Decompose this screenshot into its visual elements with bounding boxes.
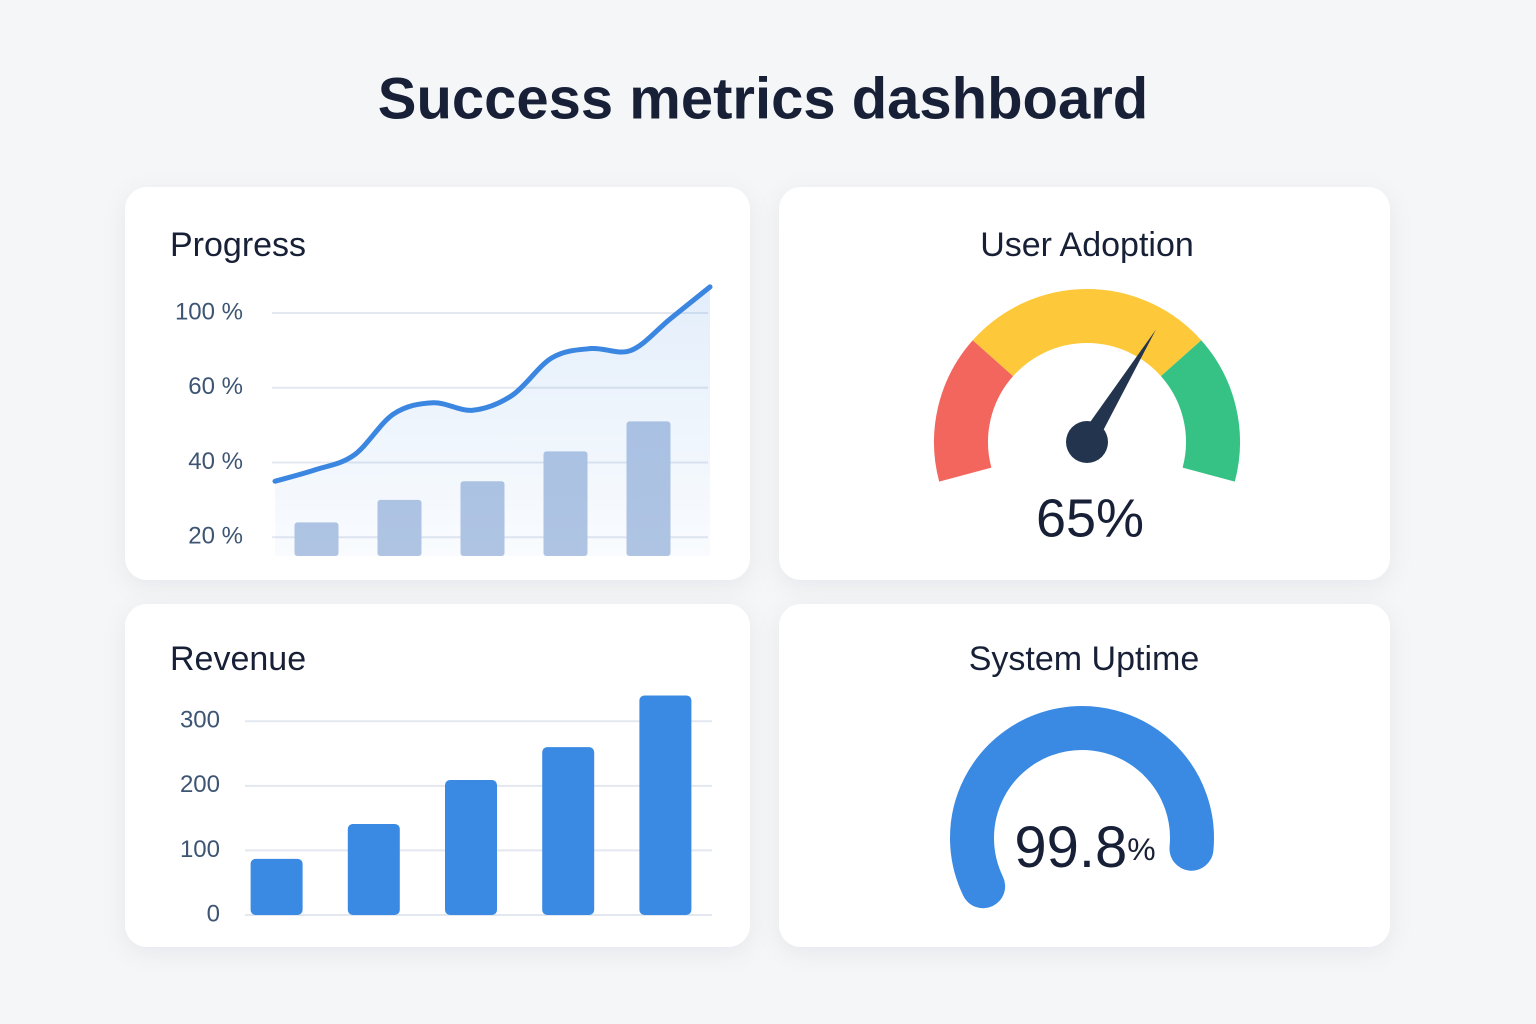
y-tick-label: 40 % (188, 448, 243, 475)
bar (639, 695, 692, 915)
card (779, 604, 1390, 947)
y-tick-label: 60 % (188, 373, 243, 400)
area (275, 286, 710, 556)
chart-title: System Uptime (969, 640, 1200, 678)
y-tick-label: 100 % (175, 298, 243, 325)
bar (542, 747, 595, 915)
card (779, 187, 1390, 580)
gauge-value: 65% (1036, 488, 1144, 548)
line (272, 284, 713, 484)
needle-hub (1066, 421, 1108, 463)
bar (250, 858, 303, 915)
gauge-unit: % (1127, 831, 1155, 867)
y-tick-label: 0 (207, 900, 220, 927)
y-tick-label: 200 (180, 771, 220, 798)
gauge-number: 99.8 (1014, 815, 1127, 880)
gauge-value: 99.8% (1014, 815, 1155, 880)
bar (445, 780, 497, 915)
gauge-arc (950, 706, 1214, 909)
y-tick-label: 300 (180, 707, 220, 734)
gauge-band (934, 340, 1014, 482)
gauge-needle (1079, 329, 1156, 447)
bar (347, 823, 400, 915)
page-title: Success metrics dashboard (378, 66, 1148, 131)
y-tick-label: 100 (180, 836, 220, 863)
y-tick-label: 20 % (188, 523, 243, 550)
chart-title: Progress (170, 226, 306, 264)
gauge-band (1160, 340, 1240, 482)
chart-title: User Adoption (980, 226, 1194, 264)
gauge-band (972, 289, 1202, 377)
chart-title: Revenue (170, 640, 306, 678)
